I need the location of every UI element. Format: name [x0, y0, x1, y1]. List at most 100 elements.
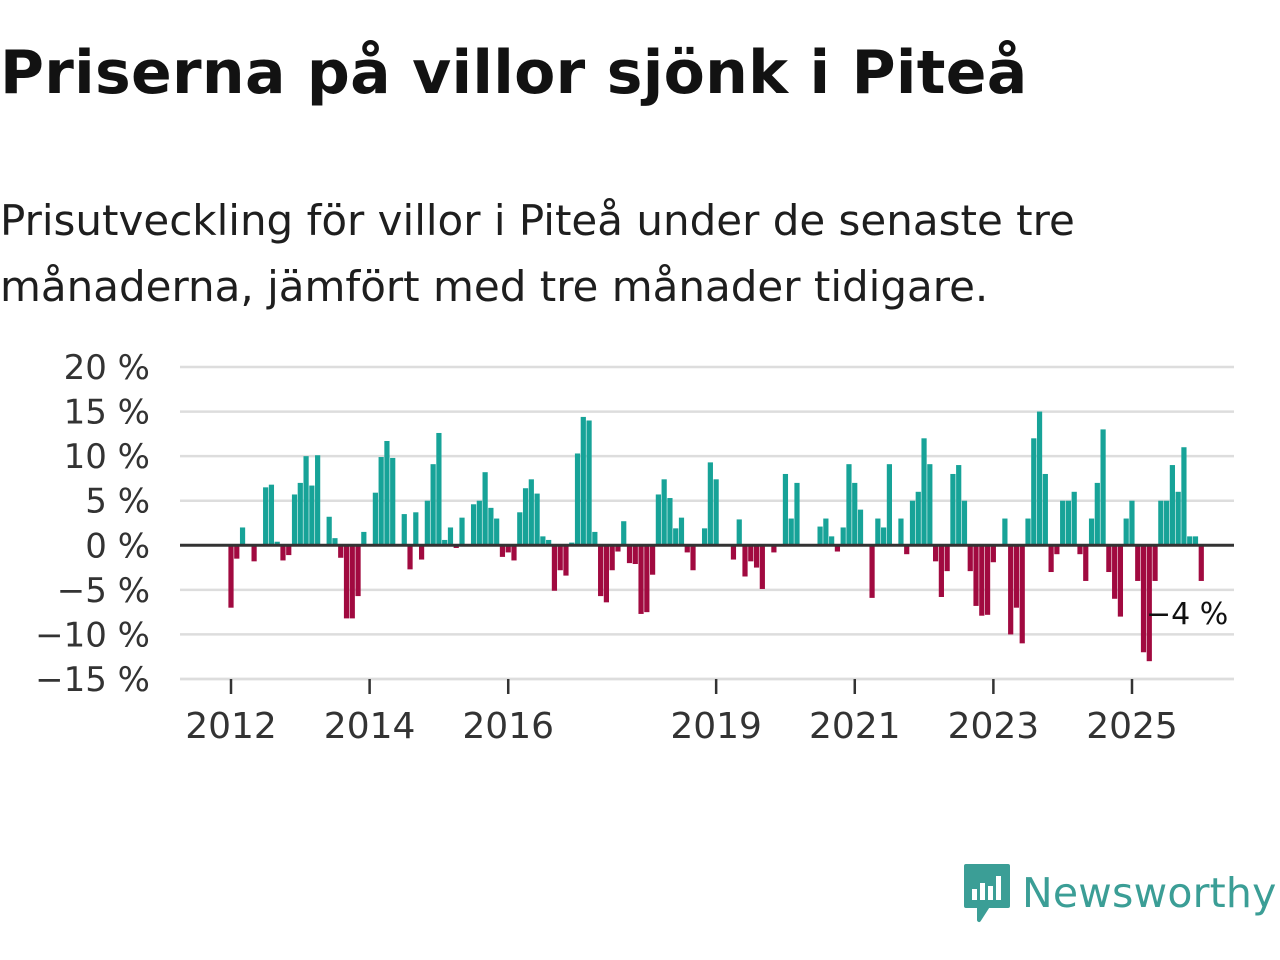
bar: [753, 545, 760, 568]
bar: [1013, 545, 1020, 608]
bar: [829, 536, 835, 546]
bar: [372, 492, 378, 546]
bar: [852, 482, 858, 546]
bar: [574, 453, 581, 546]
bar: [984, 545, 991, 615]
bar: [326, 516, 332, 546]
bar: [1094, 482, 1100, 546]
y-tick-label: 20 %: [64, 348, 150, 388]
y-tick-label: −10 %: [35, 615, 150, 655]
x-tick-label: 2012: [185, 706, 277, 747]
bar: [476, 500, 482, 546]
x-tick-label: 2021: [809, 706, 901, 747]
bar: [1054, 545, 1060, 555]
bar: [511, 545, 517, 561]
bar: [973, 545, 979, 606]
bar: [909, 500, 916, 546]
bar: [875, 518, 881, 546]
bar: [546, 539, 552, 546]
bar: [499, 545, 506, 557]
brand-name: Newsworthy: [1022, 869, 1277, 917]
bar: [349, 545, 355, 619]
bar: [378, 457, 384, 546]
bar: [1036, 411, 1043, 546]
y-tick-label: −15 %: [35, 660, 150, 700]
bar: [961, 500, 968, 546]
bar: [528, 479, 534, 546]
bar: [707, 462, 713, 546]
bar: [759, 545, 765, 589]
bar: [1164, 500, 1170, 546]
bar: [1083, 545, 1089, 581]
bar: [1152, 545, 1158, 581]
x-axis: 2012 2014 2016 2019 2021 2023 2025: [185, 679, 1178, 747]
y-axis: 20 % 15 %10 % 5 %0 % −5 %−10 % −15 %: [35, 348, 150, 700]
bar: [1065, 500, 1072, 546]
bar: [251, 545, 257, 562]
x-tick-label: 2016: [462, 706, 554, 747]
bar: [684, 545, 690, 553]
bar: [898, 518, 904, 546]
bar: [315, 455, 321, 546]
bar: [904, 545, 910, 555]
bar: [309, 485, 315, 546]
x-tick-label: 2014: [324, 706, 416, 747]
bar: [609, 545, 615, 571]
bar: [782, 473, 789, 546]
bar: [263, 487, 269, 546]
bar: [268, 484, 275, 546]
bar: [332, 538, 338, 546]
bar: [667, 498, 673, 546]
bar: [1088, 518, 1095, 546]
bar: [563, 545, 569, 576]
bar: [470, 504, 477, 546]
bar: [494, 518, 500, 546]
bar: [442, 539, 448, 546]
bar: [817, 526, 823, 546]
bar: [967, 545, 973, 572]
bar: [603, 545, 609, 603]
bar: [1002, 518, 1008, 546]
bar: [650, 545, 656, 575]
bar: [615, 545, 621, 552]
x-tick-label: 2023: [948, 706, 1040, 747]
bar: [927, 464, 933, 546]
last-value-label: −4 %: [1146, 597, 1228, 632]
bar: [823, 518, 829, 546]
chart-title: Priserna på villor sjönk i Piteå: [0, 38, 1028, 108]
bar: [430, 464, 436, 546]
bar: [938, 545, 944, 597]
bar: [736, 519, 742, 546]
bar: [355, 545, 361, 597]
bar: [534, 493, 540, 546]
bar: [488, 507, 494, 546]
bar: [1071, 491, 1077, 546]
bar: [655, 494, 661, 546]
bar: [1169, 465, 1175, 546]
bar: [1031, 438, 1037, 546]
bar: [846, 464, 852, 546]
bar: [274, 541, 280, 546]
bar: [1008, 545, 1014, 635]
bar: [228, 545, 234, 608]
newsworthy-logo-icon: [964, 864, 1010, 922]
bar: [626, 545, 633, 564]
bar: [280, 545, 286, 561]
bar: [592, 531, 598, 546]
bar: [1192, 536, 1199, 546]
bar: [1140, 545, 1147, 653]
bar: [407, 545, 413, 570]
bar: [1060, 500, 1066, 546]
bar: [291, 494, 298, 546]
bar: [1181, 447, 1187, 546]
bar: [338, 545, 344, 558]
bar: [632, 545, 638, 565]
bar: [1129, 500, 1135, 546]
bar: [401, 514, 407, 546]
bar: [869, 545, 875, 598]
bar: [742, 545, 748, 577]
bar: [1100, 429, 1106, 546]
bar: [557, 545, 563, 571]
bar: [1106, 545, 1112, 573]
bar: [950, 473, 956, 546]
